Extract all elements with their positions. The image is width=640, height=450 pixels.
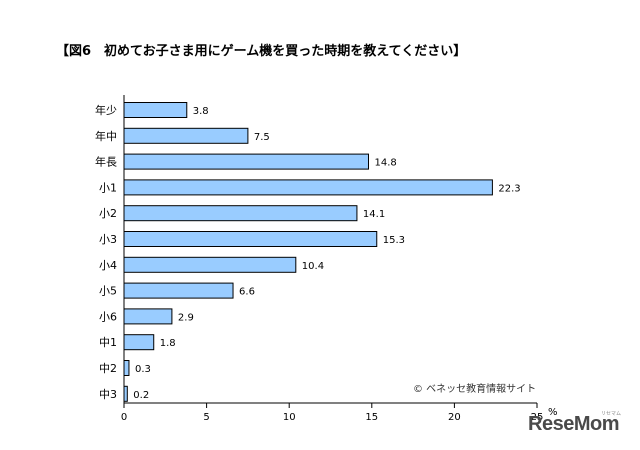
category-label: 中1 [99, 336, 117, 349]
bars-layer: 年少 3.8 年中 7.5 年長 14.8 小1 22.3 小2 14.1 小3 15.3 小4 10.4… [95, 102, 521, 402]
bar-5 [123, 205, 358, 222]
data-label: 1.8 [160, 338, 176, 349]
bar-10 [123, 334, 155, 351]
bar-3 [123, 153, 369, 170]
data-label: 15.3 [383, 235, 405, 246]
x-axis-unit: % [548, 407, 558, 418]
resemom-logo-subtext: リセマム [601, 411, 622, 417]
category-label: 中2 [99, 362, 117, 375]
data-label: 0.2 [133, 390, 149, 401]
category-label: 小2 [99, 207, 117, 220]
bar-8 [123, 282, 234, 299]
category-label: 小3 [99, 233, 117, 246]
copyright-note: © ベネッセ教育情報サイト [413, 384, 537, 395]
category-label: 年長 [95, 155, 117, 169]
category-label: 小1 [99, 181, 117, 194]
category-label: 小4 [99, 259, 117, 272]
x-tick-label: 25 [531, 412, 544, 423]
x-tick-label: 0 [121, 412, 127, 423]
bar-9 [123, 308, 173, 325]
data-label: 14.8 [374, 158, 396, 169]
bar-2 [123, 127, 249, 144]
category-label: 年少 [95, 103, 117, 117]
category-label: 小6 [99, 310, 117, 323]
bar-1 [123, 102, 188, 118]
x-tick-label: 15 [365, 412, 378, 423]
bar-11 [123, 360, 130, 376]
x-tick-label: 10 [283, 412, 296, 423]
bar-4 [123, 179, 493, 196]
data-label: 14.1 [363, 209, 385, 220]
chart-title: 【図6 初めてお子さま用にゲーム機を買った時期を教えてください】 [56, 44, 467, 59]
category-label: 小5 [99, 285, 117, 298]
x-tick-label: 5 [203, 412, 209, 423]
data-label: 7.5 [254, 132, 270, 143]
data-label: 22.3 [498, 183, 520, 194]
x-tick-label: 20 [448, 412, 461, 423]
resemom-logo: ReseMom [528, 413, 619, 435]
bar-7 [123, 256, 297, 273]
axis-layer: 0 5 10 15 20 25% [121, 95, 558, 423]
data-label: 3.8 [193, 106, 209, 117]
category-label: 年中 [95, 129, 117, 143]
category-label: 中3 [99, 388, 117, 401]
bar-6 [123, 231, 378, 247]
data-label: 6.6 [239, 287, 255, 298]
data-label: 0.3 [135, 364, 151, 375]
data-label: 10.4 [302, 261, 324, 272]
data-label: 2.9 [178, 312, 194, 323]
